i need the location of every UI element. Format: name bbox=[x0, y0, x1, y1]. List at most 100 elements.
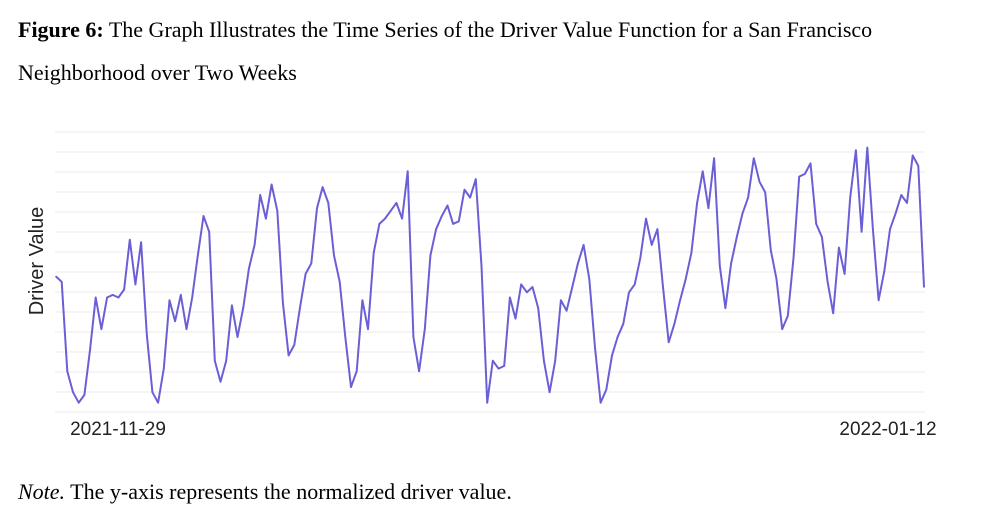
data-point bbox=[526, 291, 528, 294]
data-point bbox=[66, 370, 69, 373]
data-point bbox=[185, 328, 188, 330]
data-point bbox=[514, 317, 517, 320]
data-point bbox=[475, 178, 477, 180]
data-point bbox=[389, 210, 392, 212]
data-point bbox=[923, 286, 925, 288]
data-point bbox=[219, 380, 222, 383]
note-text: The y-axis represents the normalized dri… bbox=[65, 479, 512, 504]
data-point bbox=[815, 223, 817, 225]
data-point bbox=[406, 170, 409, 173]
data-point bbox=[577, 262, 579, 265]
data-point bbox=[214, 359, 216, 362]
data-point bbox=[401, 217, 403, 220]
data-point bbox=[770, 249, 772, 251]
data-point bbox=[554, 359, 556, 362]
data-point bbox=[111, 294, 114, 296]
series-line bbox=[55, 146, 925, 404]
data-point bbox=[446, 204, 449, 207]
data-point bbox=[225, 359, 227, 362]
data-point bbox=[412, 336, 415, 338]
data-point bbox=[775, 278, 778, 280]
data-point bbox=[372, 252, 375, 254]
line-chart: 2021-11-29 2022-01-12 Driver Value bbox=[26, 131, 937, 440]
data-point bbox=[310, 262, 313, 265]
data-point bbox=[248, 267, 250, 270]
data-point bbox=[594, 346, 596, 349]
data-point bbox=[736, 236, 738, 238]
data-point bbox=[486, 401, 489, 404]
data-point bbox=[571, 286, 574, 288]
data-point bbox=[129, 238, 131, 241]
data-point bbox=[560, 299, 562, 302]
data-point bbox=[855, 149, 857, 152]
data-point bbox=[174, 320, 176, 323]
data-point bbox=[452, 223, 454, 225]
figure-note: Note. The y-axis represents the normaliz… bbox=[18, 479, 512, 505]
data-point bbox=[656, 228, 659, 230]
data-point bbox=[662, 286, 664, 288]
data-point bbox=[543, 359, 545, 362]
data-point bbox=[146, 333, 148, 336]
data-point bbox=[378, 223, 381, 225]
y-axis-label: Driver Value bbox=[26, 207, 48, 316]
data-point bbox=[293, 344, 296, 346]
data-point bbox=[616, 336, 619, 338]
data-point bbox=[832, 312, 834, 315]
data-point bbox=[333, 254, 335, 257]
data-point bbox=[679, 299, 681, 302]
data-point bbox=[242, 307, 244, 309]
x-tick-label-end: 2022-01-12 bbox=[839, 419, 936, 440]
data-point bbox=[270, 183, 273, 186]
data-point bbox=[639, 257, 642, 259]
data-point bbox=[253, 244, 256, 246]
data-point bbox=[792, 257, 795, 259]
data-point bbox=[361, 299, 364, 302]
figure-label: Figure 6: bbox=[18, 17, 104, 42]
data-point bbox=[877, 299, 880, 302]
data-point bbox=[435, 228, 437, 230]
data-point bbox=[123, 288, 125, 291]
data-point bbox=[180, 294, 182, 296]
data-point bbox=[713, 157, 715, 159]
data-point bbox=[282, 302, 284, 304]
data-point bbox=[696, 202, 698, 204]
data-point bbox=[781, 328, 783, 330]
data-point bbox=[191, 296, 193, 299]
data-point bbox=[463, 188, 466, 191]
data-point bbox=[872, 228, 874, 230]
x-tick-label-start: 2021-11-29 bbox=[70, 419, 166, 440]
data-point bbox=[492, 359, 494, 362]
data-point bbox=[798, 175, 800, 178]
data-point bbox=[809, 162, 812, 165]
data-point bbox=[724, 307, 727, 309]
data-point bbox=[117, 296, 120, 299]
data-point bbox=[327, 202, 330, 204]
data-point bbox=[821, 236, 823, 238]
data-point bbox=[236, 336, 239, 338]
data-point bbox=[231, 304, 233, 307]
data-point bbox=[458, 220, 460, 223]
data-point bbox=[667, 341, 670, 344]
data-point bbox=[588, 278, 591, 280]
data-point bbox=[701, 170, 704, 173]
data-point bbox=[55, 275, 57, 278]
data-point bbox=[418, 370, 420, 373]
data-point bbox=[684, 278, 687, 280]
data-point bbox=[384, 217, 386, 220]
figure-caption: Figure 6: The Graph Illustrates the Time… bbox=[18, 8, 968, 94]
data-point bbox=[424, 328, 426, 330]
data-point bbox=[633, 283, 636, 286]
data-point bbox=[287, 354, 290, 357]
data-point bbox=[338, 281, 341, 283]
data-point bbox=[599, 401, 602, 404]
data-point bbox=[355, 370, 358, 373]
data-point bbox=[900, 194, 903, 196]
data-point bbox=[747, 196, 749, 199]
data-point bbox=[168, 299, 171, 302]
data-point bbox=[548, 391, 551, 394]
data-point bbox=[917, 165, 920, 167]
data-point bbox=[344, 336, 347, 338]
data-point bbox=[894, 212, 897, 215]
data-point bbox=[690, 252, 693, 254]
data-point bbox=[89, 349, 91, 351]
